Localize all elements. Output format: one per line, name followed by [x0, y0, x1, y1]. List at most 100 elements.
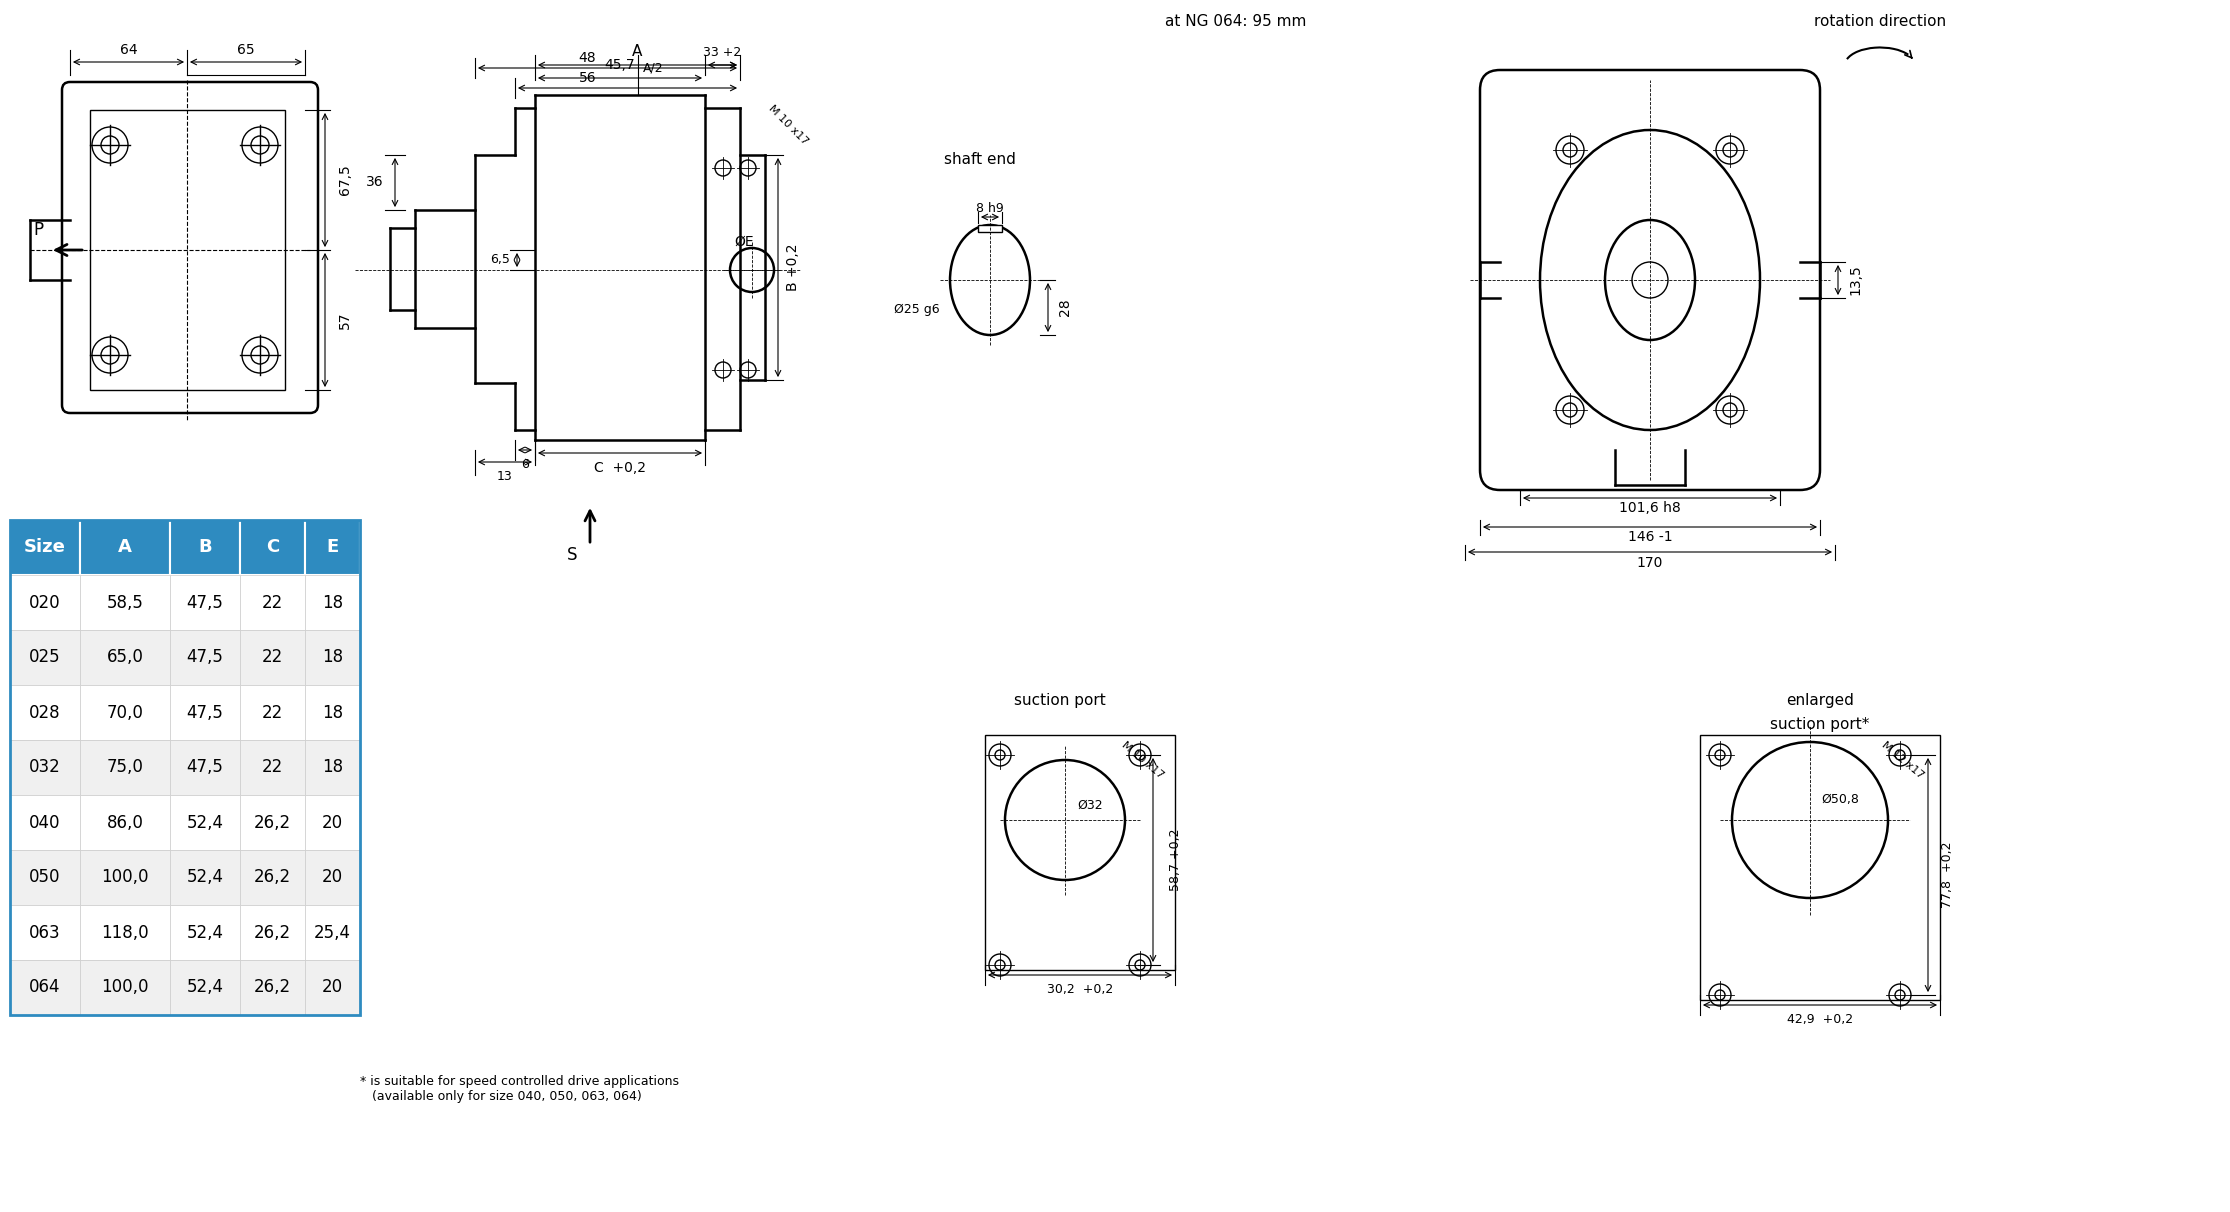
Text: 47,5: 47,5 [187, 594, 223, 612]
Text: M 10 x17: M 10 x17 [1119, 739, 1166, 781]
Text: E: E [326, 538, 339, 556]
Bar [986, 734, 1175, 970]
Text: 064: 064 [29, 978, 60, 996]
Text: 65,0: 65,0 [107, 648, 143, 667]
Text: 028: 028 [29, 703, 60, 721]
Bar [241, 741, 306, 795]
Text: 8 h9: 8 h9 [977, 201, 1004, 215]
Text: Size: Size [25, 538, 67, 556]
Text: suction port*: suction port* [1771, 718, 1869, 732]
Text: 18: 18 [321, 703, 343, 721]
Bar [169, 520, 241, 574]
Bar [80, 630, 169, 685]
Text: ØE: ØE [734, 235, 754, 248]
Bar [9, 960, 80, 1014]
Bar [169, 960, 241, 1014]
Bar [306, 574, 359, 630]
Text: 025: 025 [29, 648, 60, 667]
Bar [241, 520, 306, 574]
Text: Ø32: Ø32 [1077, 799, 1104, 812]
Bar [169, 630, 241, 685]
Text: 42,9  +0,2: 42,9 +0,2 [1786, 1013, 1853, 1027]
Bar [306, 741, 359, 795]
Text: A: A [633, 45, 642, 59]
Bar [169, 905, 241, 960]
Text: 146 -1: 146 -1 [1628, 530, 1672, 544]
Bar [9, 520, 80, 574]
Text: 13: 13 [497, 469, 513, 482]
Text: 75,0: 75,0 [107, 759, 143, 777]
Text: 22: 22 [261, 759, 283, 777]
Bar [169, 741, 241, 795]
Text: 58,5: 58,5 [107, 594, 143, 612]
Bar [169, 850, 241, 905]
Text: 18: 18 [321, 594, 343, 612]
Bar [306, 520, 359, 574]
Bar [89, 110, 285, 390]
Text: 52,4: 52,4 [187, 924, 223, 942]
Text: 20: 20 [321, 978, 343, 996]
Text: 47,5: 47,5 [187, 703, 223, 721]
Text: at NG 064: 95 mm: at NG 064: 95 mm [1164, 15, 1307, 29]
Text: 170: 170 [1637, 556, 1664, 570]
Text: 18: 18 [321, 759, 343, 777]
Bar [241, 905, 306, 960]
Text: C  +0,2: C +0,2 [593, 461, 647, 475]
Text: 52,4: 52,4 [187, 978, 223, 996]
Text: 57: 57 [339, 311, 352, 328]
Text: B +0,2: B +0,2 [785, 244, 801, 291]
Text: * is suitable for speed controlled drive applications
   (available only for siz: * is suitable for speed controlled drive… [359, 1075, 678, 1103]
Text: B: B [198, 538, 212, 556]
Text: rotation direction: rotation direction [1813, 15, 1947, 29]
Text: M 12 x17: M 12 x17 [1880, 739, 1927, 781]
Text: 64: 64 [120, 42, 138, 57]
Text: 26,2: 26,2 [254, 813, 292, 831]
Text: P: P [33, 221, 42, 239]
Text: S: S [566, 545, 578, 564]
Bar [9, 850, 80, 905]
Text: shaft end: shaft end [943, 153, 1017, 167]
Text: 22: 22 [261, 594, 283, 612]
Bar [80, 905, 169, 960]
Bar [9, 574, 80, 630]
Text: 032: 032 [29, 759, 60, 777]
Text: 25,4: 25,4 [314, 924, 350, 942]
Text: 58,7 +0,2: 58,7 +0,2 [1169, 829, 1182, 891]
Text: 20: 20 [321, 869, 343, 886]
Text: 22: 22 [261, 703, 283, 721]
Text: Ø25 g6: Ø25 g6 [894, 303, 941, 316]
Bar [80, 795, 169, 850]
Bar [241, 574, 306, 630]
Text: 30,2  +0,2: 30,2 +0,2 [1046, 983, 1113, 996]
Text: Ø50,8: Ø50,8 [1822, 794, 1860, 806]
Text: 26,2: 26,2 [254, 978, 292, 996]
Text: 36: 36 [366, 175, 384, 189]
Text: 47,5: 47,5 [187, 759, 223, 777]
Bar [9, 905, 80, 960]
Text: C: C [265, 538, 279, 556]
Text: 26,2: 26,2 [254, 869, 292, 886]
Text: 020: 020 [29, 594, 60, 612]
Bar [241, 630, 306, 685]
Text: 100,0: 100,0 [100, 978, 149, 996]
Bar [169, 685, 241, 741]
Bar [306, 960, 359, 1014]
Text: A: A [118, 538, 132, 556]
Text: 6,5: 6,5 [491, 253, 511, 267]
Bar [169, 795, 241, 850]
Text: M 10 x17: M 10 x17 [767, 103, 809, 147]
Bar [306, 630, 359, 685]
Text: 101,6 h8: 101,6 h8 [1619, 501, 1681, 515]
Text: 70,0: 70,0 [107, 703, 143, 721]
Bar [241, 960, 306, 1014]
Text: 77,8  +0,2: 77,8 +0,2 [1942, 842, 1953, 908]
Text: A/2: A/2 [642, 62, 662, 74]
Bar [241, 685, 306, 741]
Bar [80, 685, 169, 741]
Text: 18: 18 [321, 648, 343, 667]
Text: 33 +2: 33 +2 [702, 46, 740, 58]
Bar [9, 630, 80, 685]
Text: 26,2: 26,2 [254, 924, 292, 942]
Text: 48: 48 [580, 51, 595, 65]
Text: enlarged: enlarged [1786, 692, 1853, 708]
